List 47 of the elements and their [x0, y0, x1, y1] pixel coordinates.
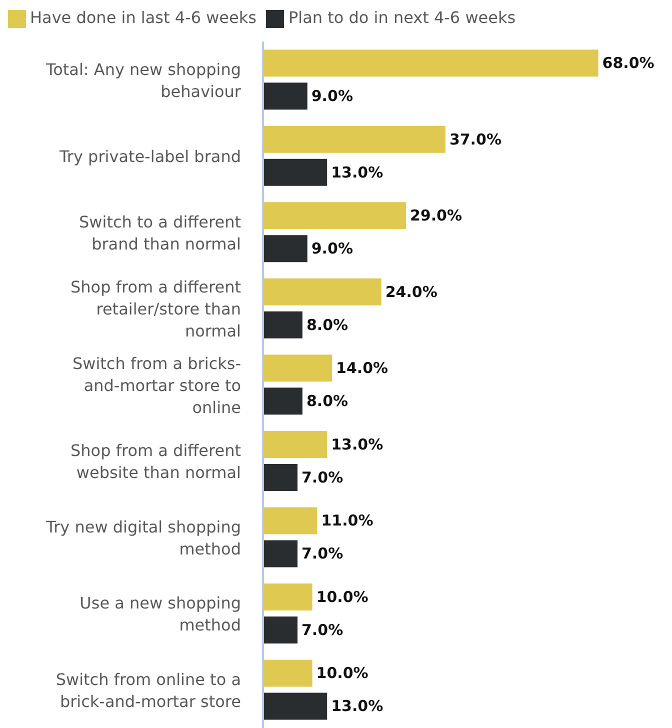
bar: [263, 692, 328, 720]
y-tick-label: Total: Any new shopping behaviour: [45, 59, 242, 100]
bar: [263, 278, 382, 306]
data-label: 24.0%: [385, 282, 438, 301]
data-label: 8.0%: [306, 392, 348, 410]
y-tick-label: Switch from online to a brick-and-mortar store: [56, 669, 241, 710]
data-label: 9.0%: [311, 87, 353, 106]
data-label: 10.0%: [316, 664, 368, 682]
data-label: 8.0%: [306, 316, 348, 334]
bar: [263, 158, 328, 186]
bar: [263, 660, 312, 687]
bar: [263, 507, 318, 534]
data-label: 29.0%: [410, 206, 462, 225]
bar: [263, 540, 298, 568]
bar: [263, 311, 302, 338]
data-label: 10.0%: [316, 588, 368, 606]
bar: [263, 126, 446, 153]
bar: [263, 82, 308, 110]
data-label: 13.0%: [331, 697, 384, 716]
bar: [263, 583, 312, 610]
data-label: 7.0%: [302, 468, 344, 486]
y-tick-label: Try private-label brand: [58, 146, 241, 166]
bar: [263, 354, 332, 382]
data-label: 14.0%: [336, 359, 388, 378]
data-label: 11.0%: [321, 512, 374, 530]
data-label: 7.0%: [302, 620, 344, 639]
data-label: 68.0%: [602, 54, 654, 72]
legend-label: Have done in last 4-6 weeks: [30, 8, 256, 27]
bar: [263, 430, 328, 458]
y-tick-label: Shop from a different website than normal: [70, 440, 241, 482]
bar: [263, 202, 406, 230]
bar: [263, 464, 298, 491]
bar: [263, 616, 298, 644]
bar: [263, 235, 308, 262]
data-label: 13.0%: [331, 435, 384, 454]
bar: [263, 50, 598, 77]
data-label: 37.0%: [449, 130, 502, 148]
data-label: 13.0%: [331, 163, 384, 182]
y-tick-label: Shop from a different retailer/store than normal: [70, 277, 241, 340]
y-tick-label: Use a new shopping method: [80, 593, 241, 634]
y-tick-label: Switch to a different brand than normal: [79, 212, 241, 253]
data-label: 7.0%: [302, 544, 344, 563]
y-tick-label: Try new digital shopping method: [45, 516, 241, 558]
y-tick-label: Switch from a bricks-and-mortar store to online: [72, 353, 241, 416]
bar: [263, 388, 302, 415]
data-label: 9.0%: [311, 240, 353, 258]
legend-label: Plan to do in next 4-6 weeks: [288, 8, 516, 27]
